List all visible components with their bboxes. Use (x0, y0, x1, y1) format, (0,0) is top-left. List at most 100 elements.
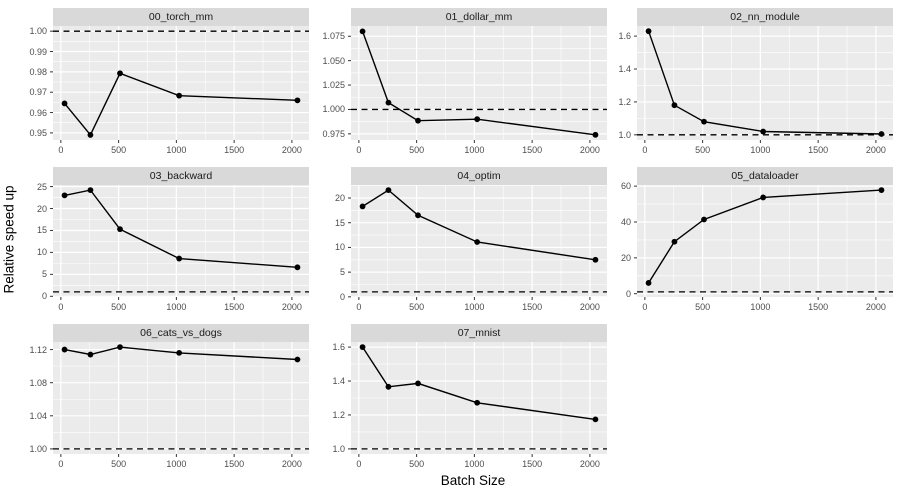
data-point (474, 116, 481, 123)
panel-background (53, 26, 309, 140)
data-point (87, 351, 94, 358)
x-tick-label: 1500 (522, 459, 543, 469)
data-point (359, 344, 366, 350)
x-tick-label: 1500 (224, 302, 245, 312)
data-point (87, 187, 94, 193)
y-tick-label: 0.96 (29, 107, 47, 118)
x-tick-label: 1000 (464, 145, 485, 155)
panel-background (637, 26, 893, 140)
data-point (474, 239, 481, 245)
y-tick-label: 1.000 (322, 104, 345, 115)
x-tick-label: 2000 (281, 459, 302, 469)
data-point (878, 187, 885, 193)
data-point (176, 92, 183, 99)
x-tick-label: 2000 (865, 302, 886, 312)
y-tick-label: 0.975 (322, 128, 345, 139)
y-tick-label: 25 (36, 181, 47, 192)
x-tick-label: 500 (111, 459, 127, 469)
facet-strip-03_backward: 03_backward (53, 167, 309, 185)
x-tick-label: 1000 (464, 302, 485, 312)
data-point (117, 70, 123, 77)
data-point (385, 187, 392, 193)
y-tick-label: 0 (41, 291, 47, 302)
x-tick-label: 2000 (579, 302, 600, 312)
y-tick-label: 0.98 (29, 66, 47, 77)
data-point (359, 28, 366, 35)
y-tick-label: 5 (41, 269, 47, 280)
facet-title: 00_torch_mm (148, 11, 214, 23)
facet-panel-01_dollar_mm (348, 26, 607, 143)
facet-strip-05_dataloader: 05_dataloader (637, 167, 893, 185)
data-point (117, 226, 123, 233)
facet-strip-02_nn_module: 02_nn_module (637, 8, 893, 26)
y-tick-label: 1.0 (332, 443, 345, 454)
facet-panel-03_backward (50, 185, 309, 300)
x-tick-label: 500 (409, 302, 425, 312)
x-tick-label: 0 (642, 145, 648, 155)
y-tick-label: 60 (620, 181, 631, 192)
x-tick-label: 500 (111, 302, 127, 312)
x-tick-label: 1000 (750, 302, 771, 312)
data-point (294, 356, 301, 363)
data-point (415, 212, 421, 219)
y-tick-label: 0.95 (29, 127, 47, 138)
y-tick-label: 1.2 (618, 96, 631, 107)
data-point (645, 28, 652, 35)
y-axis-title: Relative speed up (1, 184, 17, 294)
y-tick-label: 1.4 (332, 376, 345, 387)
y-tick-label: 0.97 (29, 87, 47, 98)
y-tick-label: 20 (620, 252, 631, 263)
data-point (760, 194, 767, 201)
y-tick-label: 40 (620, 216, 631, 227)
x-tick-label: 0 (58, 302, 64, 312)
x-tick-label: 500 (695, 302, 711, 312)
facet-panel-00_torch_mm (50, 26, 309, 143)
facet-title: 05_dataloader (731, 170, 799, 182)
facet-panel-02_nn_module (634, 26, 893, 143)
facet-panel-07_mnist (348, 342, 607, 457)
facet-title: 03_backward (149, 170, 213, 182)
data-point (645, 280, 652, 286)
facet-strip-00_torch_mm: 00_torch_mm (53, 8, 309, 26)
data-point (117, 344, 123, 350)
data-point (701, 216, 707, 223)
facet-strip-07_mnist: 07_mnist (351, 324, 607, 342)
panel-background (637, 185, 893, 297)
data-point (760, 128, 767, 135)
facet-title: 06_cats_vs_dogs (140, 327, 222, 339)
x-tick-label: 500 (409, 459, 425, 469)
x-tick-label: 1500 (808, 145, 829, 155)
x-tick-label: 500 (695, 145, 711, 155)
data-point (701, 118, 707, 125)
data-point (61, 346, 68, 353)
x-tick-label: 0 (58, 145, 64, 155)
y-tick-label: 15 (334, 217, 345, 228)
x-tick-label: 1000 (750, 145, 771, 155)
data-point (176, 349, 183, 356)
y-tick-label: 1.12 (29, 344, 47, 355)
y-tick-label: 5 (339, 267, 345, 278)
y-tick-label: 20 (36, 203, 47, 214)
data-point (294, 97, 301, 104)
y-tick-label: 0.99 (29, 46, 47, 57)
facet-title: 04_optim (457, 170, 501, 182)
y-axis-title-wrap: Relative speed up (0, 8, 18, 470)
y-tick-label: 1.6 (618, 31, 631, 42)
y-tick-label: 0 (625, 288, 631, 299)
x-tick-label: 0 (356, 302, 362, 312)
data-point (61, 192, 68, 199)
y-tick-label: 1.04 (29, 410, 47, 421)
x-tick-label: 0 (356, 145, 362, 155)
y-tick-label: 10 (334, 242, 345, 253)
data-point (415, 380, 421, 387)
x-tick-label: 2000 (281, 302, 302, 312)
panel-background (53, 342, 309, 454)
y-tick-label: 1.00 (29, 26, 47, 37)
y-tick-label: 1.025 (322, 80, 345, 91)
data-point (671, 238, 678, 245)
data-point (176, 255, 183, 262)
x-tick-label: 1000 (166, 145, 187, 155)
y-tick-label: 1.4 (618, 64, 631, 75)
facet-panel-06_cats_vs_dogs (50, 342, 309, 457)
x-tick-label: 1500 (224, 145, 245, 155)
